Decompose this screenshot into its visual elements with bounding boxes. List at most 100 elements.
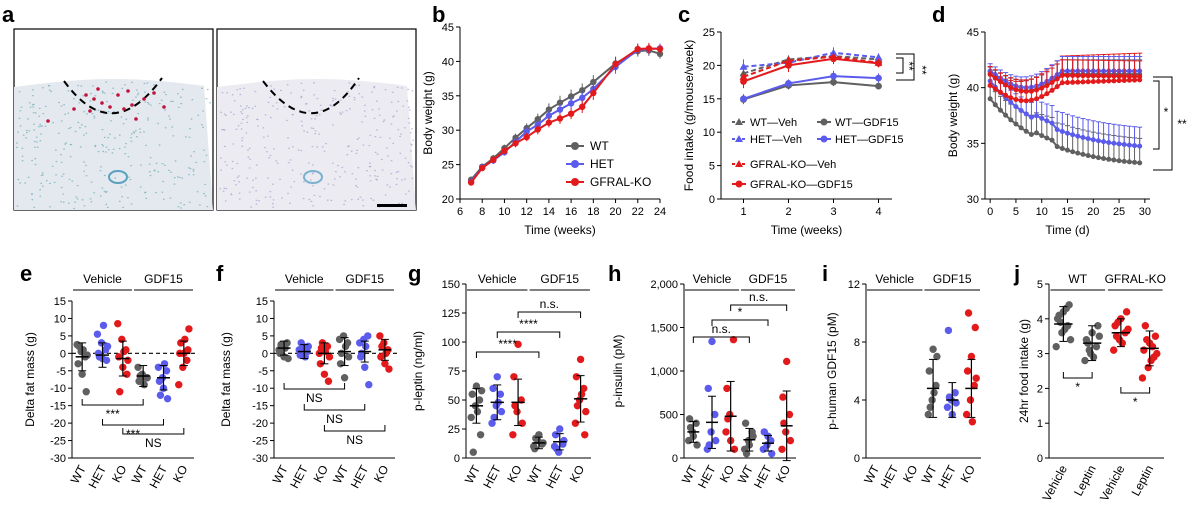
cell-nucleus	[205, 154, 208, 156]
cell-nucleus	[203, 161, 206, 163]
cell-nucleus	[401, 202, 404, 205]
cell-nucleus	[314, 118, 316, 120]
cell-nucleus	[246, 105, 248, 107]
data-point	[316, 360, 325, 368]
data-point	[1013, 87, 1019, 93]
data-point	[741, 419, 750, 427]
cell-nucleus	[312, 127, 315, 130]
category-wt	[530, 431, 547, 453]
cell-nucleus	[221, 91, 224, 94]
cell-nucleus	[300, 120, 303, 122]
cell-nucleus	[345, 110, 348, 112]
panel-label: b	[432, 2, 445, 27]
category-vehicle	[1109, 308, 1132, 354]
data-point	[1095, 155, 1101, 161]
cell-nucleus	[118, 147, 121, 150]
cell-nucleus	[58, 101, 60, 104]
cell-nucleus	[63, 104, 65, 106]
cell-nucleus	[205, 98, 208, 100]
cell-nucleus	[410, 143, 412, 145]
data-point	[780, 419, 788, 427]
cell-nucleus	[113, 137, 116, 139]
data-point	[590, 89, 597, 97]
cell-nucleus	[302, 89, 305, 91]
cell-nucleus	[130, 140, 133, 142]
cell-nucleus	[19, 182, 21, 184]
x-tick-label: 22	[632, 206, 644, 218]
cell-nucleus	[22, 134, 25, 136]
cell-nucleus	[138, 128, 141, 130]
data-point	[83, 351, 91, 359]
category-ko	[509, 340, 526, 439]
legend-label: HET—Veh	[750, 134, 802, 146]
cell-nucleus	[246, 121, 248, 124]
cell-nucleus	[84, 125, 87, 128]
cell-nucleus	[341, 166, 344, 169]
y-tick-label: -10	[252, 383, 268, 395]
cell-nucleus	[89, 198, 92, 200]
cell-nucleus	[272, 206, 274, 208]
data-point	[997, 89, 1003, 95]
cell-nucleus	[311, 146, 314, 148]
cell-nucleus	[351, 173, 354, 175]
cell-nucleus	[401, 87, 403, 89]
cell-nucleus	[237, 125, 240, 127]
cell-nucleus	[303, 130, 305, 132]
cell-nucleus	[310, 179, 312, 181]
cell-nucleus	[158, 102, 161, 105]
cell-nucleus	[238, 192, 241, 194]
data-point	[140, 381, 148, 389]
cell-nucleus	[357, 198, 360, 200]
data-point	[693, 441, 701, 449]
cell-nucleus	[49, 182, 51, 185]
data-point	[928, 396, 936, 404]
data-point	[1141, 322, 1150, 330]
cell-nucleus	[42, 185, 44, 187]
data-point	[1023, 111, 1029, 117]
data-point	[779, 393, 787, 401]
y-tick-label: 0	[454, 453, 460, 465]
cell-nucleus	[188, 167, 190, 169]
cell-nucleus	[75, 196, 78, 198]
cell-nucleus	[397, 100, 400, 103]
cell-nucleus	[173, 183, 176, 185]
data-point	[304, 342, 312, 351]
cell-nucleus	[254, 90, 257, 93]
y-tick-label: 0	[1037, 453, 1043, 465]
data-point	[364, 332, 372, 340]
cell-nucleus	[353, 96, 356, 99]
data-point	[124, 356, 132, 365]
cell-nucleus	[376, 100, 378, 102]
cell-nucleus	[369, 175, 372, 177]
data-point	[778, 445, 786, 453]
cell-nucleus	[310, 118, 313, 120]
cell-nucleus	[241, 139, 243, 142]
gfral-stain	[134, 117, 138, 121]
cell-nucleus	[355, 152, 358, 154]
category-het	[154, 360, 172, 403]
cell-nucleus	[122, 206, 124, 208]
x-tick-label: KO	[371, 463, 392, 485]
group-label: GDF15	[144, 272, 183, 286]
cell-nucleus	[371, 109, 374, 111]
gfral-stain	[108, 105, 112, 109]
cell-nucleus	[60, 201, 62, 203]
x-tick-label: 20	[1087, 206, 1099, 218]
cell-nucleus	[41, 172, 44, 174]
category-het	[488, 373, 506, 427]
y-axis-label: Body weight (g)	[946, 74, 960, 157]
cell-nucleus	[240, 122, 243, 124]
data-point	[1126, 142, 1132, 148]
cell-nucleus	[163, 198, 165, 200]
y-tick-label: -30	[252, 453, 268, 465]
series-line	[470, 47, 661, 184]
data-point	[830, 72, 837, 80]
data-point	[99, 321, 108, 330]
cell-nucleus	[347, 145, 349, 148]
data-point	[376, 332, 384, 340]
cell-nucleus	[389, 186, 391, 188]
cell-nucleus	[131, 81, 133, 83]
data-point	[708, 337, 716, 346]
y-tick-label: -30	[50, 453, 66, 465]
